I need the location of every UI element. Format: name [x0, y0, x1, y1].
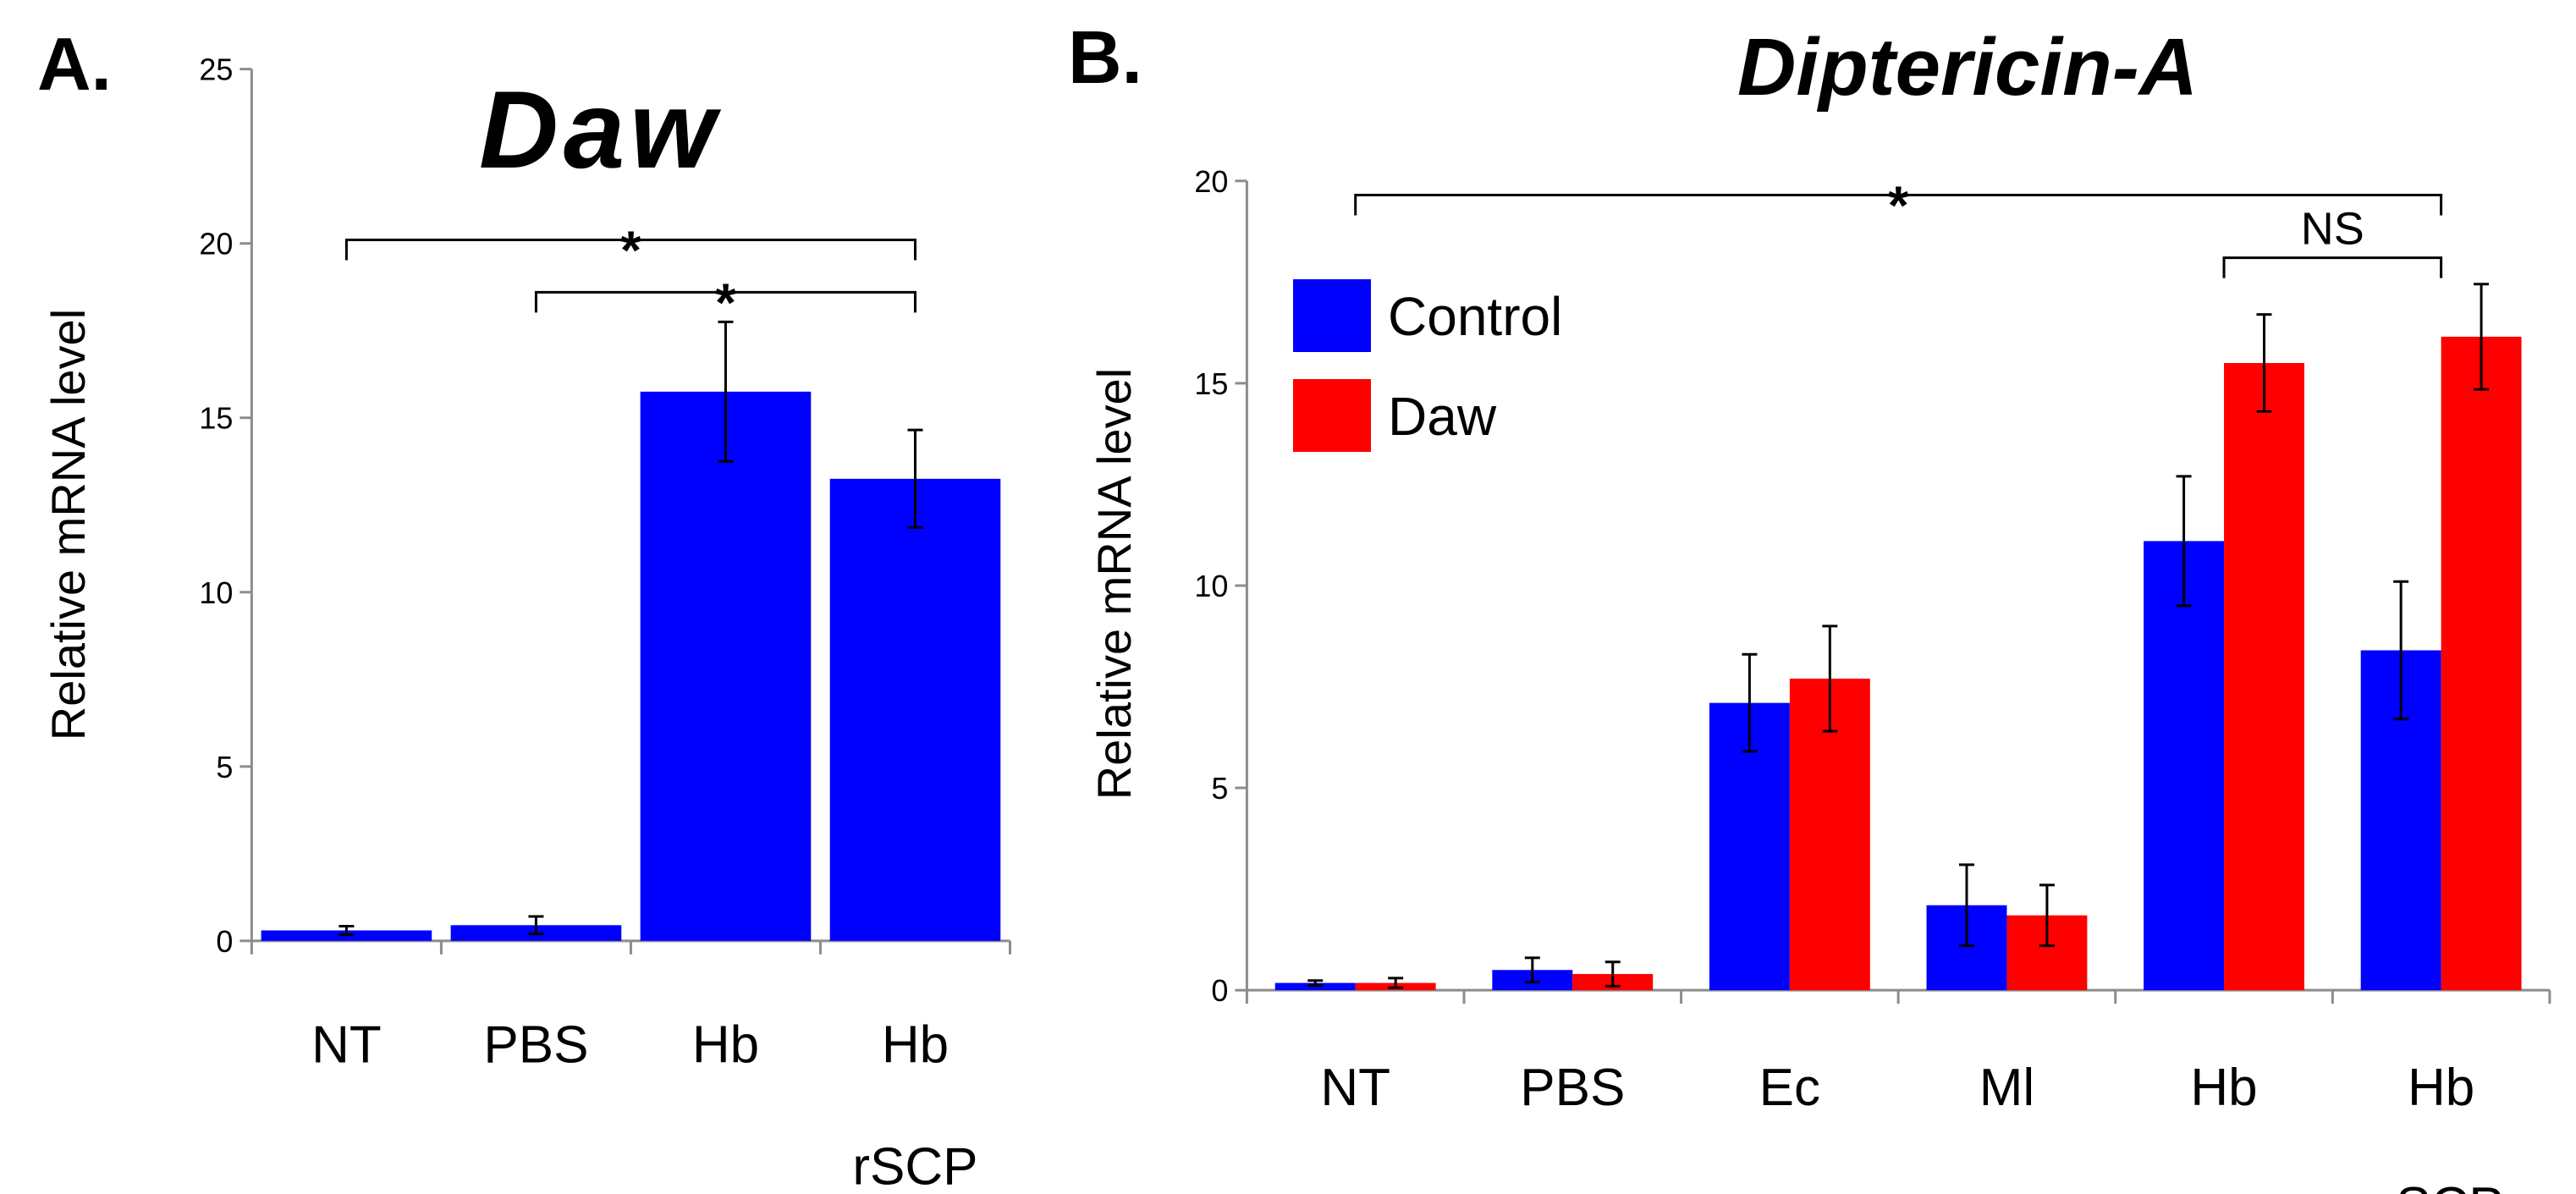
panel-a-title: Daw: [479, 68, 722, 191]
legend-swatch-control: [1293, 279, 1371, 352]
legend-label-control: Control: [1388, 286, 1562, 347]
panel-b-error-bar: [2474, 283, 2490, 391]
legend-swatch-daw: [1293, 379, 1371, 452]
panel-b-error-bar: [1388, 977, 1404, 989]
panel-b-error-bar: [1958, 863, 1974, 948]
panel-a-error-bar: [528, 915, 544, 936]
panel-a-significance-bracket: [534, 290, 916, 313]
panel-b-error-bar: [2176, 475, 2192, 608]
panel-b-plot: 0 5 10 15 20 NT PBS Ec Ml Hb Hb rSCP * NS: [1194, 164, 2551, 1194]
panel-a-bar-daw: [829, 478, 1001, 941]
panel-b-y-tick-label: 15: [1194, 366, 1228, 401]
panel-b-error-bar: [1524, 956, 1540, 984]
panel-b-bar-daw: [2224, 362, 2304, 991]
panel-a-error-bar: [907, 428, 923, 530]
panel-a-y-tick-label: 20: [199, 227, 233, 261]
panel-b-y-tick-label: 0: [1211, 973, 1228, 1008]
legend: Control Daw: [1293, 279, 1562, 452]
panel-b-label: B.: [1068, 15, 1142, 99]
panel-a-significance-label: *: [715, 272, 736, 333]
panel-b-category-label: Ml: [1979, 1059, 2034, 1117]
panel-a-significance-bracket: [344, 239, 916, 261]
panel-a-bar-daw: [640, 391, 812, 941]
panel-b-title: Diptericin-A: [1737, 22, 2198, 113]
panel-a-ylabel: Relative mRNA level: [41, 309, 95, 740]
panel-b-error-bar: [2039, 883, 2055, 948]
panel-b-error-bar: [2256, 313, 2272, 413]
panel-b-error-bar: [2393, 580, 2409, 721]
panel-b-category-label: Hb: [2408, 1059, 2474, 1117]
panel-a-category-label: NT: [311, 1016, 382, 1075]
panel-b-error-bar: [1822, 625, 1838, 733]
legend-label-daw: Daw: [1388, 386, 1497, 447]
panel-b-category-label: NT: [1320, 1059, 1390, 1117]
panel-b-category-label: Hb: [2190, 1059, 2257, 1117]
panel-a-plot: 0 5 10 15 20 25 NT PBS Hb Hb rSCP * *: [199, 52, 1011, 1194]
panel-b-significance-bracket: [1354, 194, 2443, 216]
panel-a-category-label: Hb: [882, 1016, 949, 1075]
panel-a-significance-label: *: [620, 220, 641, 281]
panel-a-y-tick-label: 25: [199, 52, 233, 87]
panel-b-error-bar: [1307, 979, 1324, 987]
panel-a-y-tick-label: 10: [199, 575, 233, 610]
panel-b-category-label: PBS: [1520, 1059, 1625, 1117]
panel-a-label: A.: [37, 22, 112, 106]
panel-b-bar-control: [2144, 541, 2225, 991]
panel-b-error-bar: [1742, 652, 1758, 753]
panel-a-y-tick-label: 5: [216, 750, 233, 784]
panel-a-category-label: PBS: [483, 1016, 588, 1075]
panel-b-ylabel: Relative mRNA level: [1087, 368, 1141, 800]
panel-a-error-bar: [339, 925, 355, 936]
panel-b-y-tick-label: 5: [1211, 771, 1228, 806]
panel-b-y-tick-label: 10: [1194, 569, 1228, 603]
panel-b-significance-label: *: [1888, 175, 1909, 236]
panel-b-bar-daw: [2441, 336, 2522, 991]
panel-b-category-label: Ec: [1759, 1059, 1820, 1117]
panel-a-y-tick-label: 0: [216, 924, 233, 959]
panel-a-category-label: Hb: [692, 1016, 759, 1075]
panel-a-category-label: rSCP: [852, 1138, 977, 1194]
panel-b-y-tick-label: 20: [1194, 164, 1228, 199]
panel-b-category-label: rSCP: [2379, 1177, 2504, 1194]
panel-b-significance-bracket: [2222, 256, 2443, 278]
panel-a-error-bar: [718, 320, 734, 463]
panel-b-error-bar: [1604, 960, 1621, 988]
panel-a-y-tick-label: 15: [199, 401, 233, 436]
panel-b-significance-label: NS: [2301, 204, 2364, 255]
